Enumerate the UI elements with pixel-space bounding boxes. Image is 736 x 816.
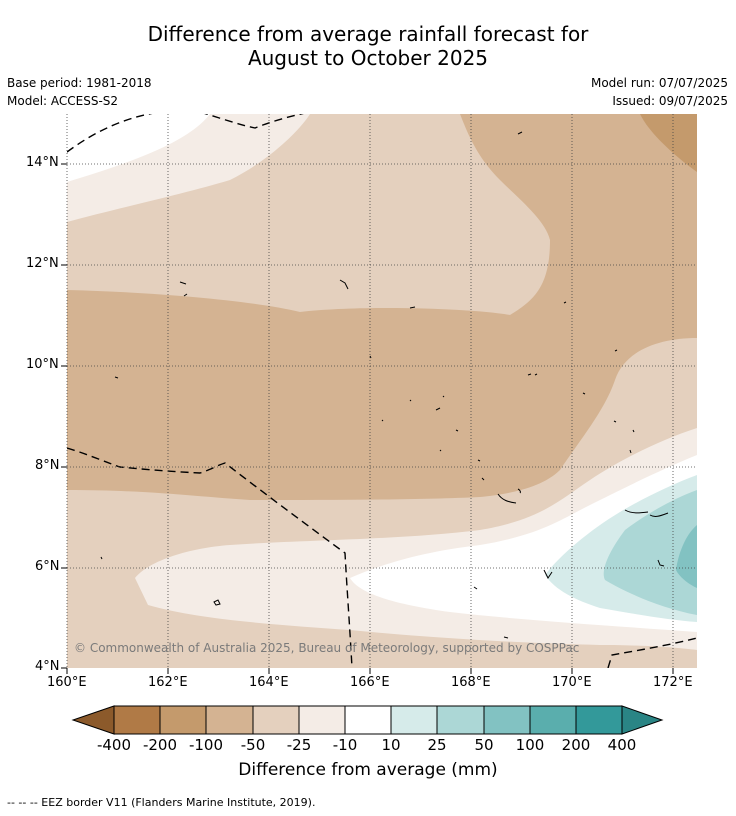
map-title: Difference from average rainfall forecas… — [0, 22, 736, 70]
colorbar-label: 400 — [607, 736, 637, 754]
colorbar-bin — [390, 705, 438, 735]
colorbar-bin — [113, 705, 161, 735]
colorbar-bin — [483, 705, 531, 735]
map-title-line2: August to October 2025 — [247, 46, 489, 70]
x-tick-label: 172°E — [653, 675, 693, 690]
issued-text: Issued: 09/07/2025 — [612, 94, 728, 108]
colorbar-extend-high — [621, 705, 664, 735]
map-title-line1: Difference from average rainfall forecas… — [147, 22, 589, 46]
x-tick-label: 168°E — [451, 675, 491, 690]
colorbar-bin — [205, 705, 254, 735]
colorbar-label: -10 — [332, 736, 358, 754]
colorbar-bin — [344, 705, 392, 735]
colorbar-bin — [298, 705, 346, 735]
colorbar-label: -200 — [142, 736, 178, 754]
y-tick-label: 8°N — [35, 458, 60, 473]
colorbar-label: -50 — [240, 736, 266, 754]
contour-band — [67, 114, 697, 500]
gridlines — [66, 114, 697, 668]
contour-band — [67, 114, 210, 182]
axis-ticks — [61, 163, 674, 674]
x-tick-label: 164°E — [249, 675, 289, 690]
copyright-credit: © Commonwealth of Australia 2025, Bureau… — [74, 641, 580, 655]
contour-band — [640, 114, 697, 172]
colorbar-label: 100 — [515, 736, 545, 754]
colorbar-label: -400 — [96, 736, 132, 754]
metadata-left: Base period: 1981-2018 Model: ACCESS-S2 — [7, 74, 152, 110]
eez-borders — [67, 114, 697, 668]
colorbar-title: Difference from average (mm) — [238, 760, 498, 780]
y-tick-label: 12°N — [26, 256, 59, 271]
x-tick-label: 170°E — [552, 675, 592, 690]
colorbar-label: 50 — [474, 736, 494, 754]
y-tick-label: 4°N — [35, 659, 60, 674]
colorbar-label: 10 — [381, 736, 401, 754]
colorbar-bin — [529, 705, 577, 735]
colorbar-label: 25 — [427, 736, 447, 754]
y-tick-label: 14°N — [26, 155, 59, 170]
x-tick-label: 166°E — [350, 675, 390, 690]
model-text: Model: ACCESS-S2 — [7, 94, 119, 108]
x-tick-label: 160°E — [47, 675, 87, 690]
footer-legend-note: -- -- -- EEZ border V11 (Flanders Marine… — [7, 796, 316, 809]
islands — [100, 131, 669, 639]
model-run-text: Model run: 07/07/2025 — [590, 76, 728, 90]
y-tick-label: 10°N — [26, 357, 59, 372]
base-period-text: Base period: 1981-2018 — [7, 76, 152, 90]
colorbar-label: -25 — [286, 736, 312, 754]
contour-band — [676, 525, 697, 588]
rainfall-map — [67, 114, 697, 668]
contour-band — [603, 490, 697, 615]
metadata-right: Model run: 07/07/2025 Issued: 09/07/2025 — [591, 74, 728, 110]
contour-band — [67, 428, 697, 668]
colorbar-bin — [159, 705, 207, 735]
x-tick-label: 162°E — [148, 675, 188, 690]
colorbar-extend-low — [71, 705, 115, 735]
colorbar-bin — [575, 705, 623, 735]
colorbar-label: 200 — [561, 736, 591, 754]
y-tick-label: 6°N — [35, 559, 60, 574]
colorbar-bin — [252, 705, 300, 735]
colorbar — [71, 705, 664, 735]
colorbar-bin — [436, 705, 485, 735]
colorbar-label: -100 — [188, 736, 224, 754]
